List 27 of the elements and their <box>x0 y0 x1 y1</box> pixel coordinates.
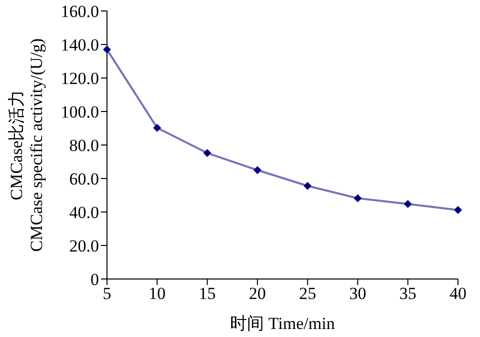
point <box>153 124 162 132</box>
point <box>253 166 262 174</box>
y-tick-label: 20.0 <box>69 236 99 256</box>
y-axis-title: CMCase比活力 CMCase specific activity/(U/g) <box>7 38 46 252</box>
point <box>404 200 412 208</box>
point <box>354 194 362 202</box>
x-axis-title: 时间 Time/min <box>230 314 336 333</box>
point <box>454 206 462 214</box>
x-tick-label: 5 <box>102 284 112 304</box>
y-tick-label: 40.0 <box>69 203 99 222</box>
y-tick-label: 80.0 <box>69 136 99 156</box>
y-tick-label: 100.0 <box>60 102 99 122</box>
x-tick-label: 35 <box>399 284 416 304</box>
y-tick-label: 60.0 <box>69 170 99 189</box>
x-tick-label: 20 <box>248 284 266 304</box>
y-tick-label: 160.0 <box>60 2 99 22</box>
x-tick-label: 15 <box>198 284 216 304</box>
x-tick-label: 30 <box>349 284 366 304</box>
x-tick-label: 40 <box>450 284 466 304</box>
y-tick-label: 140.0 <box>60 36 99 55</box>
y-tick-label: 120.0 <box>60 69 99 88</box>
point <box>103 46 111 54</box>
x-tick-label: 10 <box>148 284 166 304</box>
point <box>304 182 312 190</box>
x-tick-label: 25 <box>299 284 316 304</box>
y-tick-label: 0 <box>90 270 99 290</box>
point <box>203 149 212 158</box>
